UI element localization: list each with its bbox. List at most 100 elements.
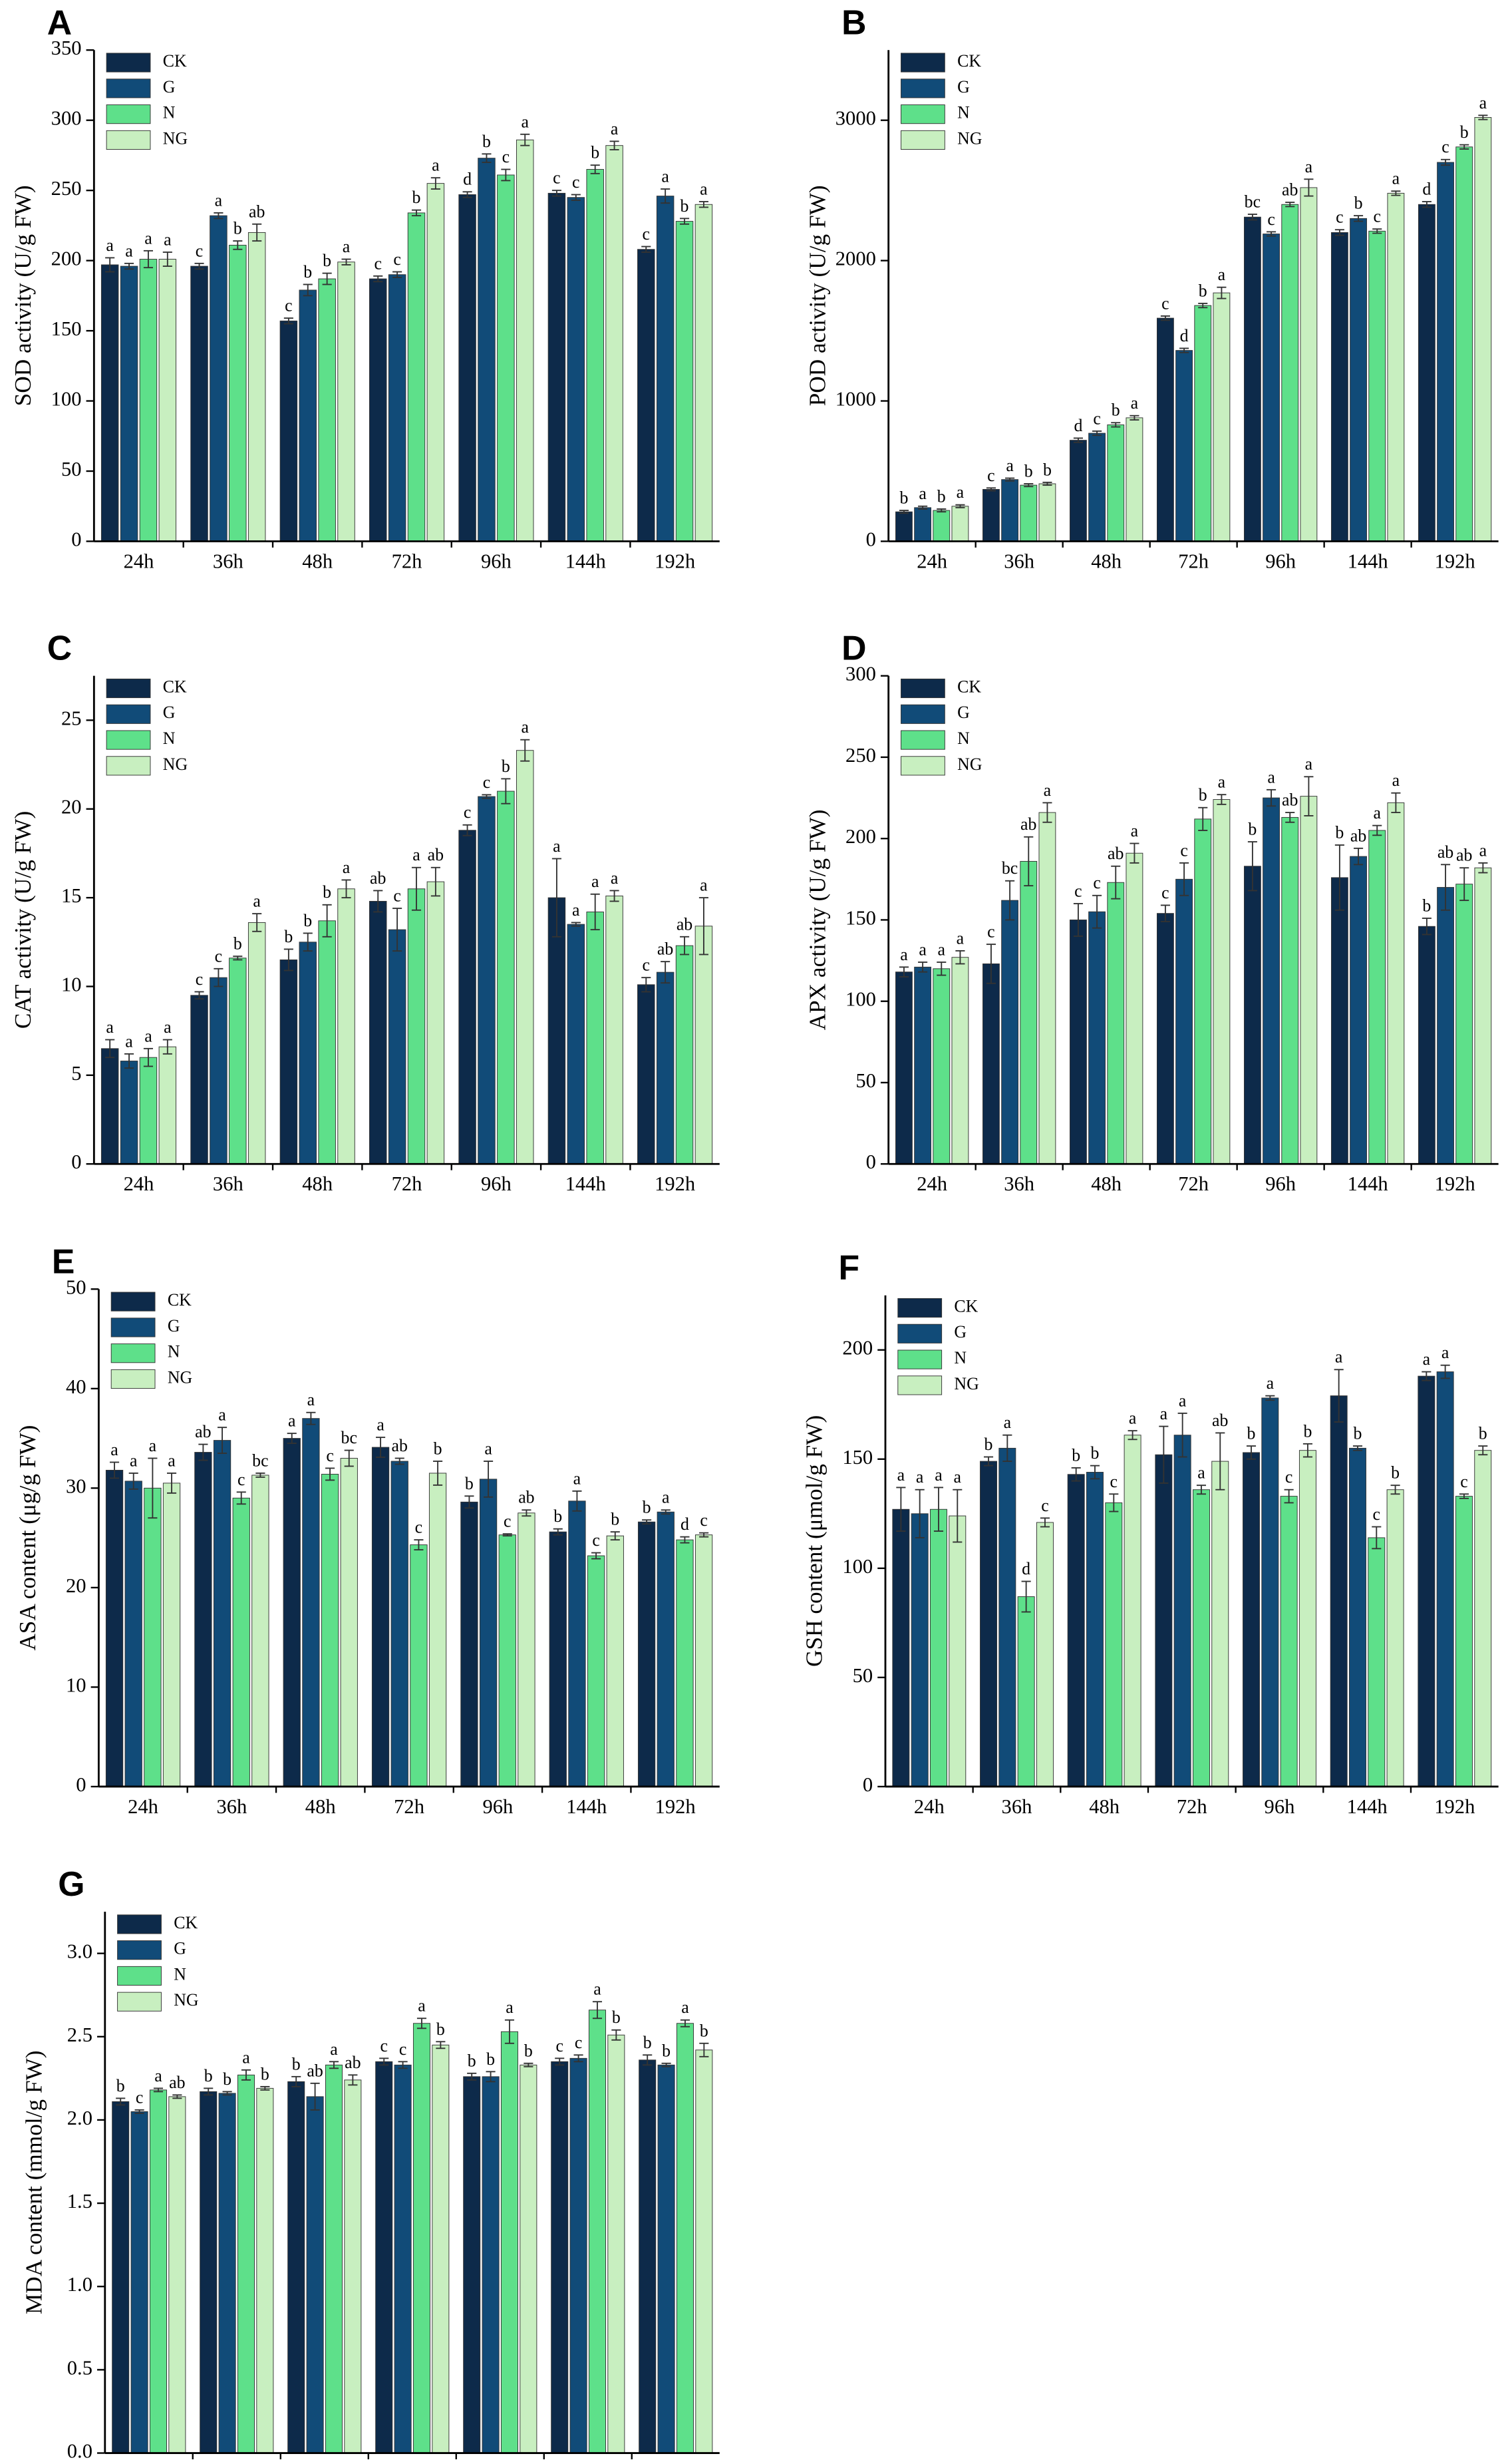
significance-letter: a: [938, 940, 946, 960]
significance-letter: a: [164, 230, 172, 249]
y-tick-label: 300: [845, 663, 876, 685]
bar: [388, 274, 406, 542]
significance-letter: a: [144, 1026, 152, 1045]
error-bar: [379, 2057, 389, 2066]
legend-label: CK: [174, 1913, 198, 1932]
x-tick-label: 36h: [222, 2461, 252, 2464]
significance-letter: a: [1131, 821, 1139, 840]
significance-letter: b: [611, 1510, 619, 1529]
bar: [895, 511, 913, 542]
error-bar: [105, 1039, 115, 1059]
significance-letter: a: [506, 1998, 514, 2017]
significance-letter: a: [164, 1017, 172, 1037]
error-bar: [1390, 1485, 1400, 1495]
x-tick-label: 192h: [1435, 550, 1475, 572]
x-tick-label: 36h: [1004, 550, 1034, 572]
bar: [1157, 317, 1174, 542]
x-tick-label: 96h: [485, 2461, 516, 2464]
x-tick-label: 144h: [565, 1172, 606, 1195]
significance-letter: b: [937, 486, 946, 506]
bar: [547, 897, 566, 1164]
bar: [1368, 230, 1386, 542]
x-tick-label: 144h: [1348, 1172, 1388, 1195]
error-bar: [937, 508, 947, 513]
error-bar: [392, 908, 402, 952]
error-bar: [918, 505, 928, 510]
significance-letter: b: [412, 188, 421, 207]
error-bar: [1005, 880, 1015, 921]
y-tick-label: 200: [842, 1337, 873, 1359]
error-bar: [641, 977, 651, 993]
error-bar: [592, 2001, 603, 2020]
bar: [463, 2076, 481, 2454]
bar: [218, 2093, 236, 2454]
error-bar: [462, 191, 472, 198]
error-bar: [1267, 789, 1277, 807]
significance-letter: a: [591, 872, 599, 891]
legend-label: CK: [957, 677, 981, 696]
error-bar: [124, 262, 134, 270]
error-bar: [128, 1473, 138, 1490]
significance-letter: a: [377, 1415, 384, 1435]
bar: [1107, 882, 1125, 1164]
bar: [337, 888, 355, 1164]
significance-letter: ab: [1108, 844, 1124, 863]
significance-letter: a: [1044, 781, 1052, 800]
error-bar: [1440, 864, 1451, 911]
significance-letter: a: [1335, 1347, 1343, 1367]
significance-letter: b: [1422, 896, 1431, 915]
significance-letter: bc: [1002, 858, 1018, 878]
bar: [210, 215, 227, 542]
error-bar: [609, 140, 619, 150]
legend-label: CK: [163, 51, 187, 71]
bar: [637, 984, 655, 1164]
bar: [478, 158, 496, 542]
error-bar: [896, 1487, 906, 1532]
error-bar: [1159, 1425, 1169, 1484]
error-bar: [134, 2109, 144, 2114]
error-bar: [986, 487, 996, 492]
y-axis-title: SOD activity (U/g FW): [10, 185, 36, 406]
significance-letter: c: [1373, 207, 1380, 226]
error-bar: [699, 2042, 709, 2057]
significance-letter: ab: [1282, 791, 1298, 810]
bar: [200, 2091, 218, 2454]
y-tick-label: 15: [61, 884, 82, 907]
error-bar: [571, 194, 581, 201]
error-bar: [1334, 229, 1344, 236]
significance-letter: a: [521, 112, 529, 131]
bar: [1020, 484, 1038, 542]
significance-letter: a: [935, 1465, 943, 1485]
y-tick-label: 100: [842, 1555, 873, 1578]
panel-label: G: [58, 1864, 84, 1903]
bar: [1157, 913, 1174, 1164]
error-bar: [1042, 802, 1052, 823]
bar: [139, 259, 158, 542]
y-axis-title: MDA content (mmol/g FW): [21, 2051, 47, 2315]
error-bar: [1246, 1445, 1257, 1460]
significance-letter: a: [661, 167, 669, 186]
significance-letter: ab: [1212, 1411, 1228, 1430]
legend-swatch: [110, 1369, 156, 1389]
x-tick-label: 96h: [1265, 550, 1296, 572]
significance-letter: c: [1441, 137, 1449, 156]
error-bar: [1005, 477, 1015, 482]
bar: [1386, 1489, 1404, 1787]
significance-letter: c: [215, 946, 222, 966]
significance-letter: a: [432, 156, 440, 175]
bar: [369, 278, 387, 542]
significance-letter: b: [233, 934, 242, 954]
error-bar: [611, 2029, 621, 2041]
x-tick-label: 96h: [1265, 1795, 1295, 1818]
x-tick-label: 48h: [309, 2461, 340, 2464]
legend-label: CK: [957, 51, 981, 71]
error-bar: [411, 866, 422, 911]
bar: [478, 796, 496, 1164]
legend-label: G: [957, 703, 970, 722]
bar: [318, 920, 336, 1164]
significance-letter: b: [984, 1435, 993, 1454]
bar: [1349, 1447, 1366, 1787]
error-bar: [1111, 422, 1121, 428]
